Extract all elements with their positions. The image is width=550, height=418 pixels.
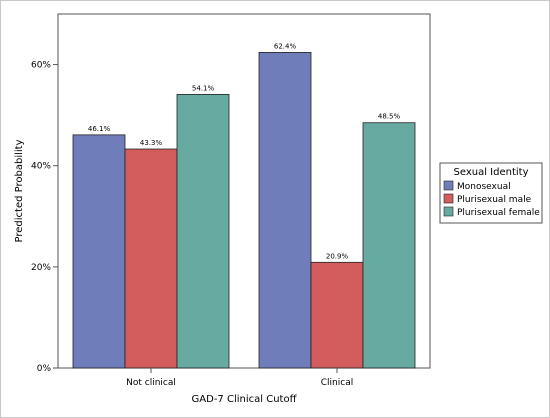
legend-swatch xyxy=(443,180,454,191)
legend-swatch xyxy=(443,193,454,204)
data-label: 43.3% xyxy=(140,139,163,147)
y-tick-label: 20% xyxy=(31,263,51,273)
legend-title: Sexual Identity xyxy=(454,167,529,178)
plot-area: 0% 20% 40% 60% 46.1% 43.3% 54.1% Not clinical 62… xyxy=(31,13,431,388)
legend-box xyxy=(439,162,543,224)
data-label: 20.9% xyxy=(326,252,349,260)
legend-item-label: Monosexual xyxy=(457,182,511,192)
y-tick-label: 60% xyxy=(31,61,51,71)
y-tick-label: 0% xyxy=(37,364,52,374)
bar xyxy=(124,148,178,369)
x-tick-label: Clinical xyxy=(321,378,353,388)
x-axis-label: GAD-7 Clinical Cutoff xyxy=(192,394,298,405)
data-label: 48.5% xyxy=(378,113,401,121)
legend-item-label: Plurisexual female xyxy=(457,208,540,218)
legend-swatch xyxy=(443,206,454,217)
x-tick-label: Not clinical xyxy=(126,378,176,388)
legend: Sexual Identity Monosexual Plurisexual ma… xyxy=(439,162,543,224)
y-tick-label: 40% xyxy=(31,162,51,172)
data-label: 54.1% xyxy=(192,84,215,92)
data-label: 62.4% xyxy=(274,42,297,50)
y-axis-label: Predicted Probability xyxy=(14,139,25,242)
bar xyxy=(258,52,312,369)
legend-item-label: Plurisexual male xyxy=(457,195,532,205)
bar xyxy=(310,261,364,369)
bar xyxy=(362,122,416,369)
data-label: 46.1% xyxy=(88,125,111,133)
bar xyxy=(176,94,230,369)
bar xyxy=(72,134,126,369)
plot-border xyxy=(57,13,431,369)
